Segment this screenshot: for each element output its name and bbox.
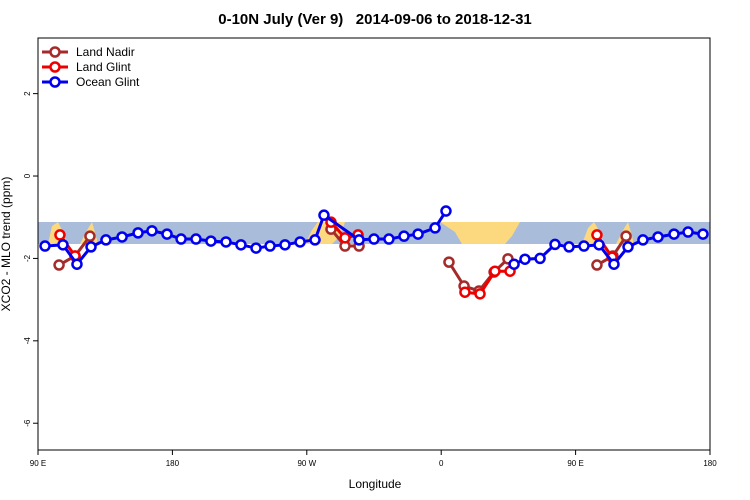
point	[519, 253, 531, 265]
point	[398, 230, 410, 242]
legend-marker	[49, 61, 61, 73]
point	[620, 230, 632, 242]
point	[622, 241, 634, 253]
point	[637, 234, 649, 246]
point	[84, 230, 96, 242]
point	[175, 233, 187, 245]
legend-label: Ocean Glint	[76, 75, 140, 89]
point	[682, 226, 694, 238]
point	[443, 256, 455, 268]
point	[534, 252, 546, 265]
legend-marker	[49, 76, 61, 88]
point	[205, 235, 217, 247]
y-tick-label: 2	[23, 91, 32, 96]
point	[190, 233, 202, 245]
point	[85, 241, 97, 253]
point	[161, 228, 173, 240]
x-tick-label: 180	[703, 459, 717, 468]
point	[489, 265, 501, 277]
point	[235, 239, 247, 251]
point	[71, 258, 83, 270]
x-tick-label: 180	[166, 459, 180, 468]
point	[549, 238, 561, 251]
legend-label: Land Glint	[76, 60, 131, 74]
point	[54, 229, 66, 241]
chart-title: 0-10N July (Ver 9) 2014-09-06 to 2018-12…	[218, 11, 532, 28]
point	[353, 234, 365, 246]
point	[39, 240, 51, 252]
point	[578, 240, 590, 252]
point	[412, 228, 424, 240]
point	[591, 259, 603, 271]
plot-frame	[37, 37, 711, 451]
point	[652, 231, 664, 243]
point	[508, 258, 520, 270]
point	[563, 241, 575, 253]
point	[591, 229, 603, 241]
point	[53, 259, 65, 271]
y-tick-label: -6	[23, 419, 32, 427]
point	[57, 239, 69, 251]
point	[279, 239, 291, 251]
x-axis-label: Longitude	[349, 477, 402, 491]
point	[668, 228, 680, 240]
series-line	[464, 269, 511, 296]
y-axis-label: XCO2 - MLO trend (ppm)	[0, 177, 13, 312]
point	[429, 222, 441, 234]
point	[383, 233, 395, 245]
point	[368, 233, 380, 245]
legend-marker	[49, 46, 61, 58]
point	[309, 234, 321, 246]
point	[116, 231, 128, 243]
x-tick-label: 90 E	[30, 459, 46, 468]
point	[459, 286, 471, 298]
point	[318, 209, 330, 221]
point	[220, 236, 232, 248]
point	[100, 234, 112, 246]
y-tick-label: 0	[23, 173, 32, 178]
point	[146, 225, 158, 237]
x-tick-label: 90 E	[567, 459, 583, 468]
point	[132, 227, 144, 239]
x-tick-label: 90 W	[297, 459, 316, 468]
legend-label: Land Nadir	[76, 45, 135, 59]
y-tick-label: -2	[23, 254, 32, 262]
point	[250, 242, 262, 254]
point	[608, 258, 620, 270]
point	[264, 240, 276, 252]
point	[593, 239, 605, 251]
x-tick-label: 0	[439, 459, 444, 468]
y-tick-label: -4	[23, 337, 32, 345]
point	[339, 232, 351, 244]
point	[697, 228, 709, 240]
point	[440, 205, 452, 217]
point	[474, 288, 486, 300]
point	[294, 236, 306, 248]
